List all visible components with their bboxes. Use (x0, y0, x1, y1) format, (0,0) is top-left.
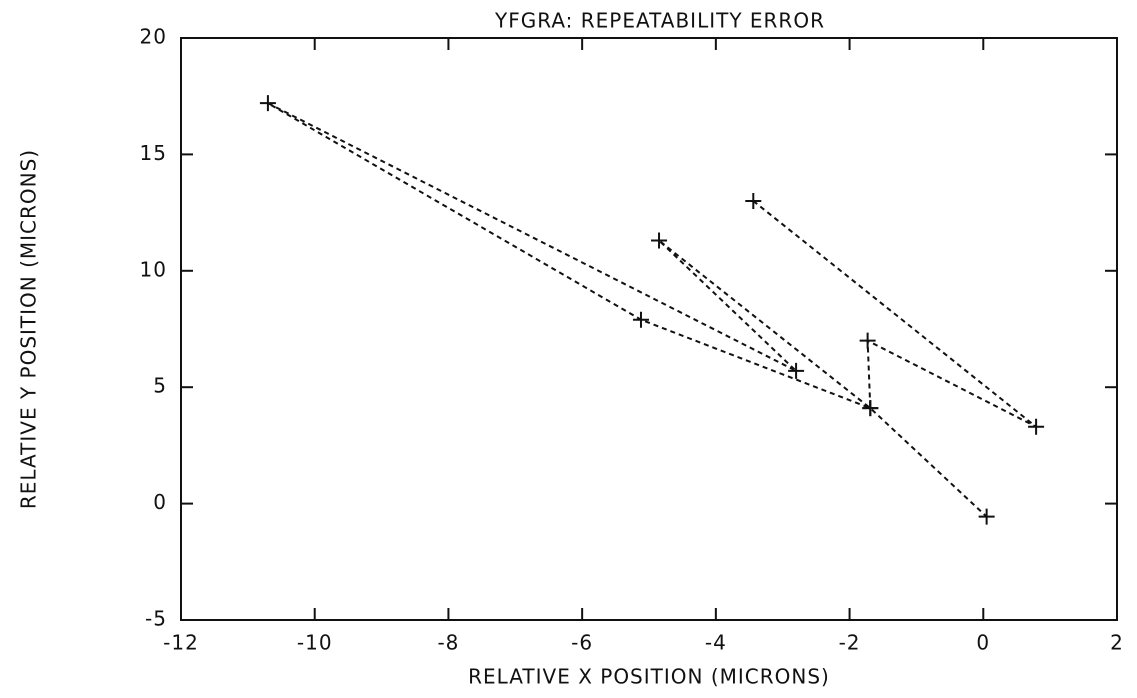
x-tick-label: 2 (1110, 631, 1124, 655)
x-tick-label: -12 (163, 631, 199, 655)
point-marker (788, 362, 805, 379)
point-marker (862, 400, 879, 417)
y-axis-label: RELATIVE Y POSITION (MICRONS) (17, 149, 41, 509)
point-marker (859, 332, 876, 349)
y-tick-label: -5 (145, 607, 167, 631)
x-tick-label: -8 (437, 631, 459, 655)
point-marker (745, 192, 762, 209)
y-tick-label: 5 (153, 374, 167, 398)
point-marker (259, 95, 276, 112)
point-marker (978, 508, 995, 525)
y-tick-label: 15 (140, 141, 167, 165)
x-tick-label: -2 (839, 631, 861, 655)
point-marker (632, 311, 649, 328)
x-tick-label: -10 (297, 631, 333, 655)
y-tick-label: 10 (140, 257, 167, 281)
y-tick-label: 20 (140, 25, 167, 49)
plot-frame (180, 37, 1118, 621)
chart-title: YFGRA: REPEATABILITY ERROR (494, 9, 825, 33)
data-line (267, 102, 1037, 518)
x-axis-label: RELATIVE X POSITION (MICRONS) (468, 665, 830, 689)
x-tick-label: 0 (976, 631, 990, 655)
point-marker (1028, 418, 1045, 435)
y-tick-label: 0 (153, 490, 167, 514)
x-tick-label: -6 (571, 631, 593, 655)
point-marker (651, 232, 668, 249)
x-tick-label: -4 (705, 631, 727, 655)
